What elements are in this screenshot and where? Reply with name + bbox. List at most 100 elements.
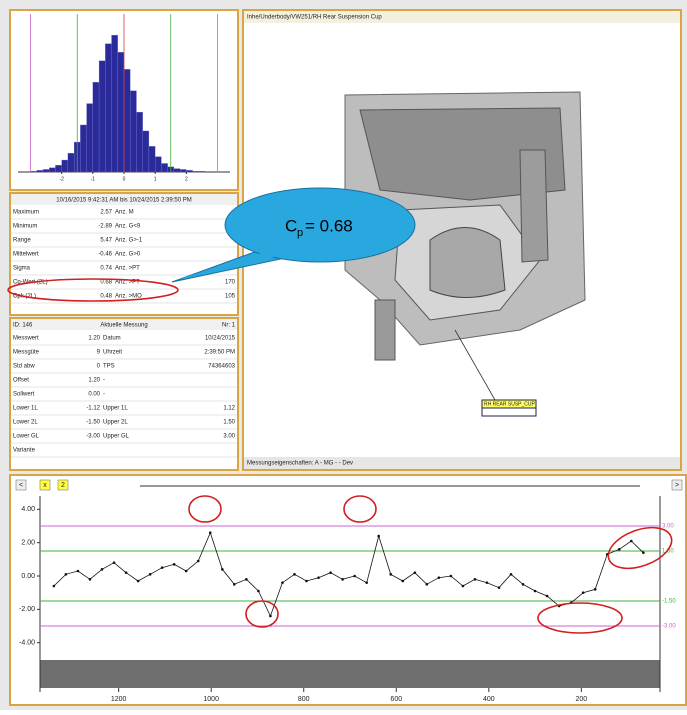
- data-point: [281, 581, 284, 584]
- data-point: [582, 591, 585, 594]
- cell: Mittelwert: [13, 252, 39, 258]
- hist-bar: [161, 163, 167, 172]
- data-point: [125, 571, 128, 574]
- cell: 1.20: [88, 336, 100, 342]
- cell: Datum: [103, 336, 121, 342]
- cell: Lower 1L: [13, 406, 38, 412]
- data-point: [522, 583, 525, 586]
- limit-label: -3.00: [662, 624, 676, 630]
- x-tick-label: 1: [154, 176, 157, 182]
- hist-bar: [155, 157, 161, 172]
- cell: Messgüte: [13, 350, 40, 356]
- data-point: [438, 576, 441, 579]
- cell: -: [103, 378, 105, 384]
- data-point: [401, 580, 404, 583]
- x-tick-label: -1: [91, 176, 96, 182]
- status-text: Messungseigenschaften: A - MG - - Dev: [247, 461, 353, 467]
- hist-bar: [136, 112, 142, 172]
- cell: 0.00: [88, 392, 100, 398]
- hist-bar: [30, 171, 36, 172]
- x-tick-label: 1000: [203, 696, 219, 703]
- data-point: [161, 566, 164, 569]
- cell: 105: [225, 294, 236, 300]
- toolbar-label[interactable]: <: [19, 482, 23, 489]
- cell: 1.20: [88, 378, 100, 384]
- data-point: [77, 570, 80, 573]
- cell: 3.00: [223, 434, 235, 440]
- cell: 0.48: [100, 294, 112, 300]
- cell: -3.00: [86, 434, 100, 440]
- cell: Anz. G>0: [115, 252, 141, 258]
- cell: Lower 2L: [13, 420, 38, 426]
- cell: 2:39:50 PM: [204, 350, 235, 356]
- cell: 1.50: [223, 420, 235, 426]
- data-point: [353, 575, 356, 578]
- data-point: [53, 585, 56, 588]
- hist-bar: [118, 52, 124, 172]
- hist-bar: [180, 169, 186, 172]
- data-point: [642, 551, 645, 554]
- hist-bar: [112, 35, 118, 172]
- y-tick-label: 0.00: [21, 573, 35, 580]
- y-tick-label: 2.00: [21, 540, 35, 547]
- x-tick-label: 200: [575, 696, 587, 703]
- cell: Std abw: [13, 364, 35, 370]
- x-tick-label: 800: [298, 696, 310, 703]
- data-point: [413, 571, 416, 574]
- data-point: [426, 583, 429, 586]
- hist-bar: [124, 69, 130, 172]
- tag-text: RH REAR SUSP_CUP: [484, 401, 536, 407]
- limit-label: 3.00: [662, 524, 674, 530]
- data-point: [618, 548, 621, 551]
- data-point: [197, 560, 200, 563]
- y-tick-label: 4.00: [21, 506, 35, 513]
- data-point: [389, 573, 392, 576]
- data-point: [594, 588, 597, 591]
- cell: -2.89: [98, 224, 112, 230]
- header-cell: Aktuelle Messung: [100, 323, 147, 329]
- toolbar-label[interactable]: 2: [61, 482, 65, 489]
- data-point: [365, 581, 368, 584]
- data-point: [269, 615, 272, 618]
- hist-bar: [99, 61, 105, 172]
- cell: Lower GL: [13, 434, 40, 440]
- data-point: [209, 531, 212, 534]
- limit-label: -1.50: [662, 599, 676, 605]
- y-tick-label: -4.00: [19, 640, 35, 647]
- data-point: [65, 573, 68, 576]
- toolbar-label[interactable]: x: [43, 482, 47, 489]
- cell: Upper 2L: [103, 420, 128, 426]
- cell: Anz. M: [115, 210, 134, 216]
- cell: 170: [225, 280, 236, 286]
- cell: Messwert: [13, 336, 39, 342]
- cell: Range: [13, 238, 31, 244]
- cell: Offset: [13, 378, 29, 384]
- cell: Sollwert: [13, 392, 35, 398]
- scroll-band: [40, 660, 660, 688]
- cell: Variante: [13, 448, 36, 454]
- data-point: [329, 571, 332, 574]
- cell: Anz. G<9: [115, 224, 141, 230]
- cell: 74364603: [208, 364, 235, 370]
- hist-bar: [62, 160, 68, 172]
- cell: TPS: [103, 364, 115, 370]
- hist-bar: [37, 170, 43, 172]
- data-point: [474, 578, 477, 581]
- cell: Anz. >PT: [115, 266, 140, 272]
- data-point: [149, 573, 152, 576]
- cell: -1.50: [86, 420, 100, 426]
- hist-bar: [174, 169, 180, 172]
- data-point: [341, 578, 344, 581]
- cell: -0.46: [98, 252, 112, 258]
- hist-bar: [87, 104, 93, 172]
- hist-bar: [93, 82, 99, 172]
- toolbar-label[interactable]: >: [675, 482, 679, 489]
- hist-bar: [55, 165, 61, 172]
- hist-bar: [143, 131, 149, 172]
- hist-bar: [130, 91, 136, 172]
- data-point: [534, 590, 537, 593]
- x-tick-label: 600: [390, 696, 402, 703]
- data-point: [185, 570, 188, 573]
- cell: Sigma: [13, 266, 31, 272]
- cell: Upper GL: [103, 434, 130, 440]
